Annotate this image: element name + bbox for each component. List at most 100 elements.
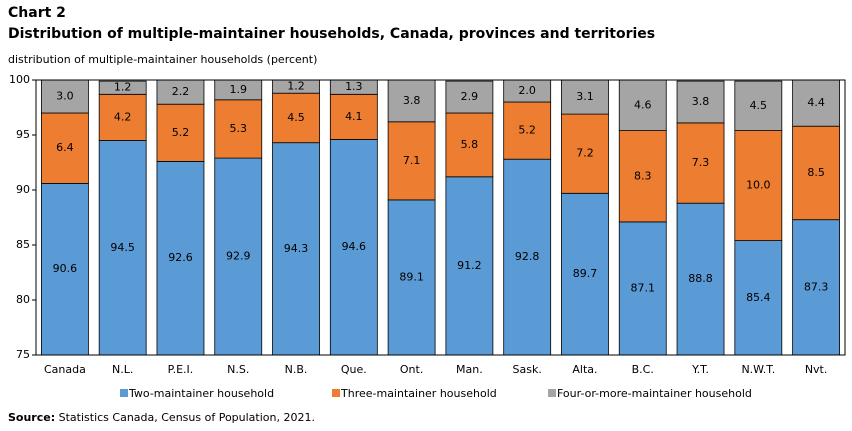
data-label: 2.0 (518, 84, 536, 97)
data-label: 94.6 (342, 240, 367, 253)
data-label: 92.6 (168, 251, 193, 264)
x-tick-label: N.L. (112, 363, 133, 376)
bar-segment (503, 101, 552, 160)
data-label: 2.9 (461, 90, 479, 103)
bar-segment (676, 202, 725, 355)
data-label: 4.2 (114, 110, 132, 123)
x-tick-label: N.S. (227, 363, 249, 376)
bar-segment (98, 140, 147, 355)
data-label: 4.5 (750, 99, 768, 112)
x-tick-label: Man. (456, 363, 483, 376)
data-label: 7.3 (692, 156, 710, 169)
x-tick-label: N.B. (285, 363, 308, 376)
bar-segment (618, 130, 667, 223)
bar-segment (156, 103, 205, 162)
bar-segment (214, 99, 263, 159)
data-label: 4.1 (345, 110, 363, 123)
data-label: 87.3 (804, 280, 829, 293)
data-label: 4.4 (807, 96, 825, 109)
data-label: 10.0 (746, 179, 771, 192)
data-label: 4.5 (287, 111, 305, 124)
y-axis-label: distribution of multiple-maintainer hous… (8, 53, 317, 66)
bar-segment (445, 176, 494, 355)
bar-segment (272, 142, 320, 355)
x-tick-label: Que. (341, 363, 367, 376)
data-label: 7.2 (576, 147, 594, 160)
y-tick-label: 75 (16, 348, 30, 361)
bar-segment (329, 93, 378, 140)
bar-segment (98, 80, 147, 95)
bar-segment (40, 182, 89, 355)
data-label: 94.3 (284, 242, 309, 255)
bar-segment (156, 80, 205, 105)
bar-segment (792, 125, 841, 221)
data-label: 85.4 (746, 291, 771, 304)
data-label: 1.9 (230, 83, 248, 96)
data-label: 92.8 (515, 250, 540, 263)
bar-segment (561, 80, 609, 115)
data-label: 92.9 (226, 250, 251, 263)
data-label: 8.3 (634, 169, 652, 182)
data-label: 87.1 (631, 281, 656, 294)
legend-label: Four-or-more-maintainer household (557, 387, 752, 400)
data-label: 5.2 (518, 124, 536, 137)
data-label: 5.2 (172, 126, 190, 139)
y-tick-label: 90 (16, 183, 30, 196)
data-label: 91.2 (457, 259, 482, 272)
x-tick-label: B.C. (632, 363, 654, 376)
plot-area (40, 80, 841, 355)
plot-frame (35, 79, 846, 356)
bar-segment (40, 112, 89, 184)
y-tick-label: 85 (16, 238, 30, 251)
data-label: 94.5 (110, 241, 135, 254)
bar-segment (156, 160, 205, 355)
bar-segment (272, 80, 320, 94)
bar-segment (676, 122, 725, 204)
data-label: 90.6 (53, 262, 78, 275)
bar-segment (40, 80, 89, 114)
bar-segment (618, 80, 667, 131)
data-label: 8.5 (807, 166, 825, 179)
data-label: 3.0 (56, 90, 74, 103)
data-label: 1.2 (287, 80, 305, 93)
legend-swatch (120, 389, 128, 397)
y-tick-label: 80 (16, 293, 30, 306)
source: Source: Statistics Canada, Census of Pop… (8, 411, 315, 424)
data-label: 3.8 (692, 95, 710, 108)
data-label: 89.1 (399, 270, 424, 283)
legend-swatch (548, 389, 556, 397)
data-label: 2.2 (172, 85, 190, 98)
bar-segment (734, 130, 783, 242)
bar-segment (387, 80, 436, 123)
bar-segment (329, 138, 378, 355)
legend-swatch (332, 389, 340, 397)
data-label: 4.6 (634, 98, 652, 111)
data-label: 5.8 (461, 138, 479, 151)
x-tick-label: Ont. (400, 363, 423, 376)
y-tick-label: 95 (16, 128, 30, 141)
bar-segment (792, 219, 841, 355)
x-tick-label: Alta. (572, 363, 597, 376)
x-tick-label: Canada (44, 363, 86, 376)
chart-label: Chart 2 (8, 5, 66, 21)
x-tick-label: Sask. (513, 363, 542, 376)
bar-segment (561, 113, 609, 194)
source-label: Source: (8, 411, 55, 424)
data-label: 1.2 (114, 81, 132, 94)
x-tick-label: Y.T. (691, 363, 709, 376)
data-label: 3.1 (576, 90, 594, 103)
data-label: 89.7 (573, 267, 598, 280)
data-label: 5.3 (230, 122, 248, 135)
data-label: 1.3 (345, 80, 363, 93)
bar-segment (503, 158, 552, 355)
x-tick-label: N.W.T. (741, 363, 775, 376)
y-tick-label: 100 (9, 73, 30, 86)
bar-segment (387, 199, 436, 355)
data-label: 6.4 (56, 141, 74, 154)
bar-segment (792, 80, 841, 127)
legend-label: Two-maintainer household (128, 387, 274, 400)
bar-segment (329, 80, 378, 95)
bar-segment (214, 157, 263, 355)
bar-segment (676, 80, 725, 124)
